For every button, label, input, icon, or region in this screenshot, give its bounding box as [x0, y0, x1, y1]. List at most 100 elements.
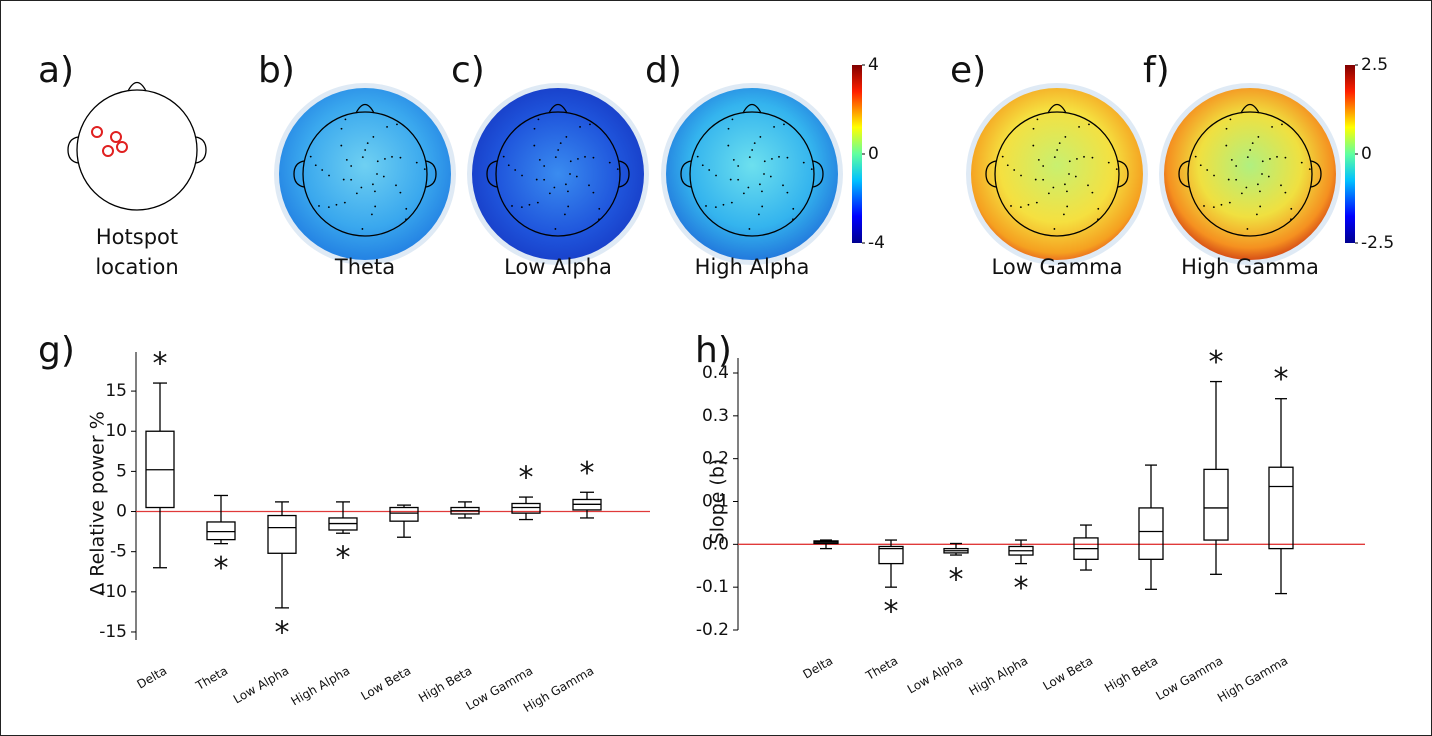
hotspot	[117, 142, 127, 152]
electrode	[751, 149, 753, 151]
y-tick-label: 0.3	[702, 406, 729, 426]
caption: Theta	[334, 255, 395, 279]
electrode	[1038, 159, 1040, 161]
electrode	[764, 160, 766, 162]
electrode	[577, 158, 579, 160]
topomap	[472, 88, 644, 260]
hotspot	[92, 127, 102, 137]
electrode	[737, 179, 739, 181]
electrode	[1083, 156, 1085, 158]
colorbar-tick-label: 0	[1361, 144, 1372, 164]
electrode	[346, 159, 348, 161]
electrode	[1088, 124, 1090, 126]
electrode	[1007, 164, 1009, 166]
electrode	[315, 164, 317, 166]
electrode	[1020, 175, 1022, 177]
electrode	[1228, 179, 1230, 181]
electrode	[405, 208, 407, 210]
electrode	[723, 204, 725, 206]
electrode	[1064, 136, 1066, 138]
electrode	[1245, 187, 1247, 189]
electrode	[356, 192, 358, 194]
electrode	[521, 206, 523, 208]
electrode	[708, 169, 710, 171]
electrode	[1064, 183, 1066, 185]
electrode	[340, 145, 342, 147]
electrode	[345, 119, 347, 121]
electrode	[1092, 157, 1094, 159]
significance-marker: *	[1274, 362, 1289, 397]
y-tick-label: 0.1	[702, 492, 729, 512]
page: a) Hotspot location b)Thetac)Low Alphad)…	[0, 0, 1432, 736]
electrode	[1091, 192, 1093, 194]
electrode	[384, 158, 386, 160]
y-tick-label: 0.2	[702, 449, 729, 469]
box	[1139, 508, 1163, 559]
electrode	[424, 168, 426, 170]
electrode	[371, 214, 373, 216]
electrode	[565, 136, 567, 138]
y-tick-label: 0.0	[702, 534, 729, 554]
electrode	[1063, 214, 1065, 216]
electrode	[549, 192, 551, 194]
electrode	[1054, 156, 1056, 158]
electrode	[377, 160, 379, 162]
x-tick-label: Low Beta	[1041, 654, 1096, 694]
electrode	[503, 156, 505, 158]
colorbar-tick-label: 4	[868, 55, 879, 75]
electrode	[543, 165, 545, 167]
x-tick-label: Low Alpha	[231, 664, 291, 707]
electrode	[1301, 162, 1303, 164]
x-tick-label: High Gamma	[1215, 654, 1290, 706]
electrode	[1213, 206, 1215, 208]
electrode	[1059, 142, 1061, 144]
electrode	[1108, 162, 1110, 164]
x-tick-label: Low Alpha	[905, 654, 965, 697]
box	[1269, 467, 1293, 548]
x-tick-label: High Alpha	[289, 664, 353, 709]
hotspot	[103, 146, 113, 156]
box	[268, 516, 296, 554]
electrode	[1020, 206, 1022, 208]
electrode	[539, 159, 541, 161]
electrode	[565, 183, 567, 185]
electrode	[344, 202, 346, 204]
electrode	[564, 214, 566, 216]
electrode	[1097, 208, 1099, 210]
electrode	[1010, 205, 1012, 207]
electrode	[364, 149, 366, 151]
electrode	[702, 164, 704, 166]
significance-marker: *	[884, 595, 899, 630]
electrode	[792, 208, 794, 210]
electrode	[328, 206, 330, 208]
electrode	[697, 156, 699, 158]
electrode	[362, 228, 364, 230]
electrode	[538, 119, 540, 121]
electrode	[557, 149, 559, 151]
electrode	[1247, 228, 1249, 230]
electrode	[1221, 204, 1223, 206]
electrode	[1076, 158, 1078, 160]
electrode	[1042, 179, 1044, 181]
electrode	[1054, 228, 1056, 230]
electrode	[1116, 168, 1118, 170]
significance-marker: *	[1014, 571, 1029, 606]
electrode	[374, 190, 376, 192]
electrode	[715, 175, 717, 177]
x-tick-label: High Beta	[1102, 654, 1160, 696]
box	[390, 508, 418, 522]
electrode	[1256, 214, 1258, 216]
electrode	[728, 128, 730, 130]
y-tick-label: -0.2	[696, 620, 729, 640]
electrode	[560, 142, 562, 144]
head-outline	[77, 90, 197, 210]
electrode	[773, 126, 775, 128]
electrode	[1247, 156, 1249, 158]
electrode	[1230, 119, 1232, 121]
significance-marker: *	[275, 615, 290, 650]
electrode	[732, 119, 734, 121]
electrode	[592, 192, 594, 194]
electrode	[536, 179, 538, 181]
electrode	[360, 187, 362, 189]
electrode	[1056, 149, 1058, 151]
